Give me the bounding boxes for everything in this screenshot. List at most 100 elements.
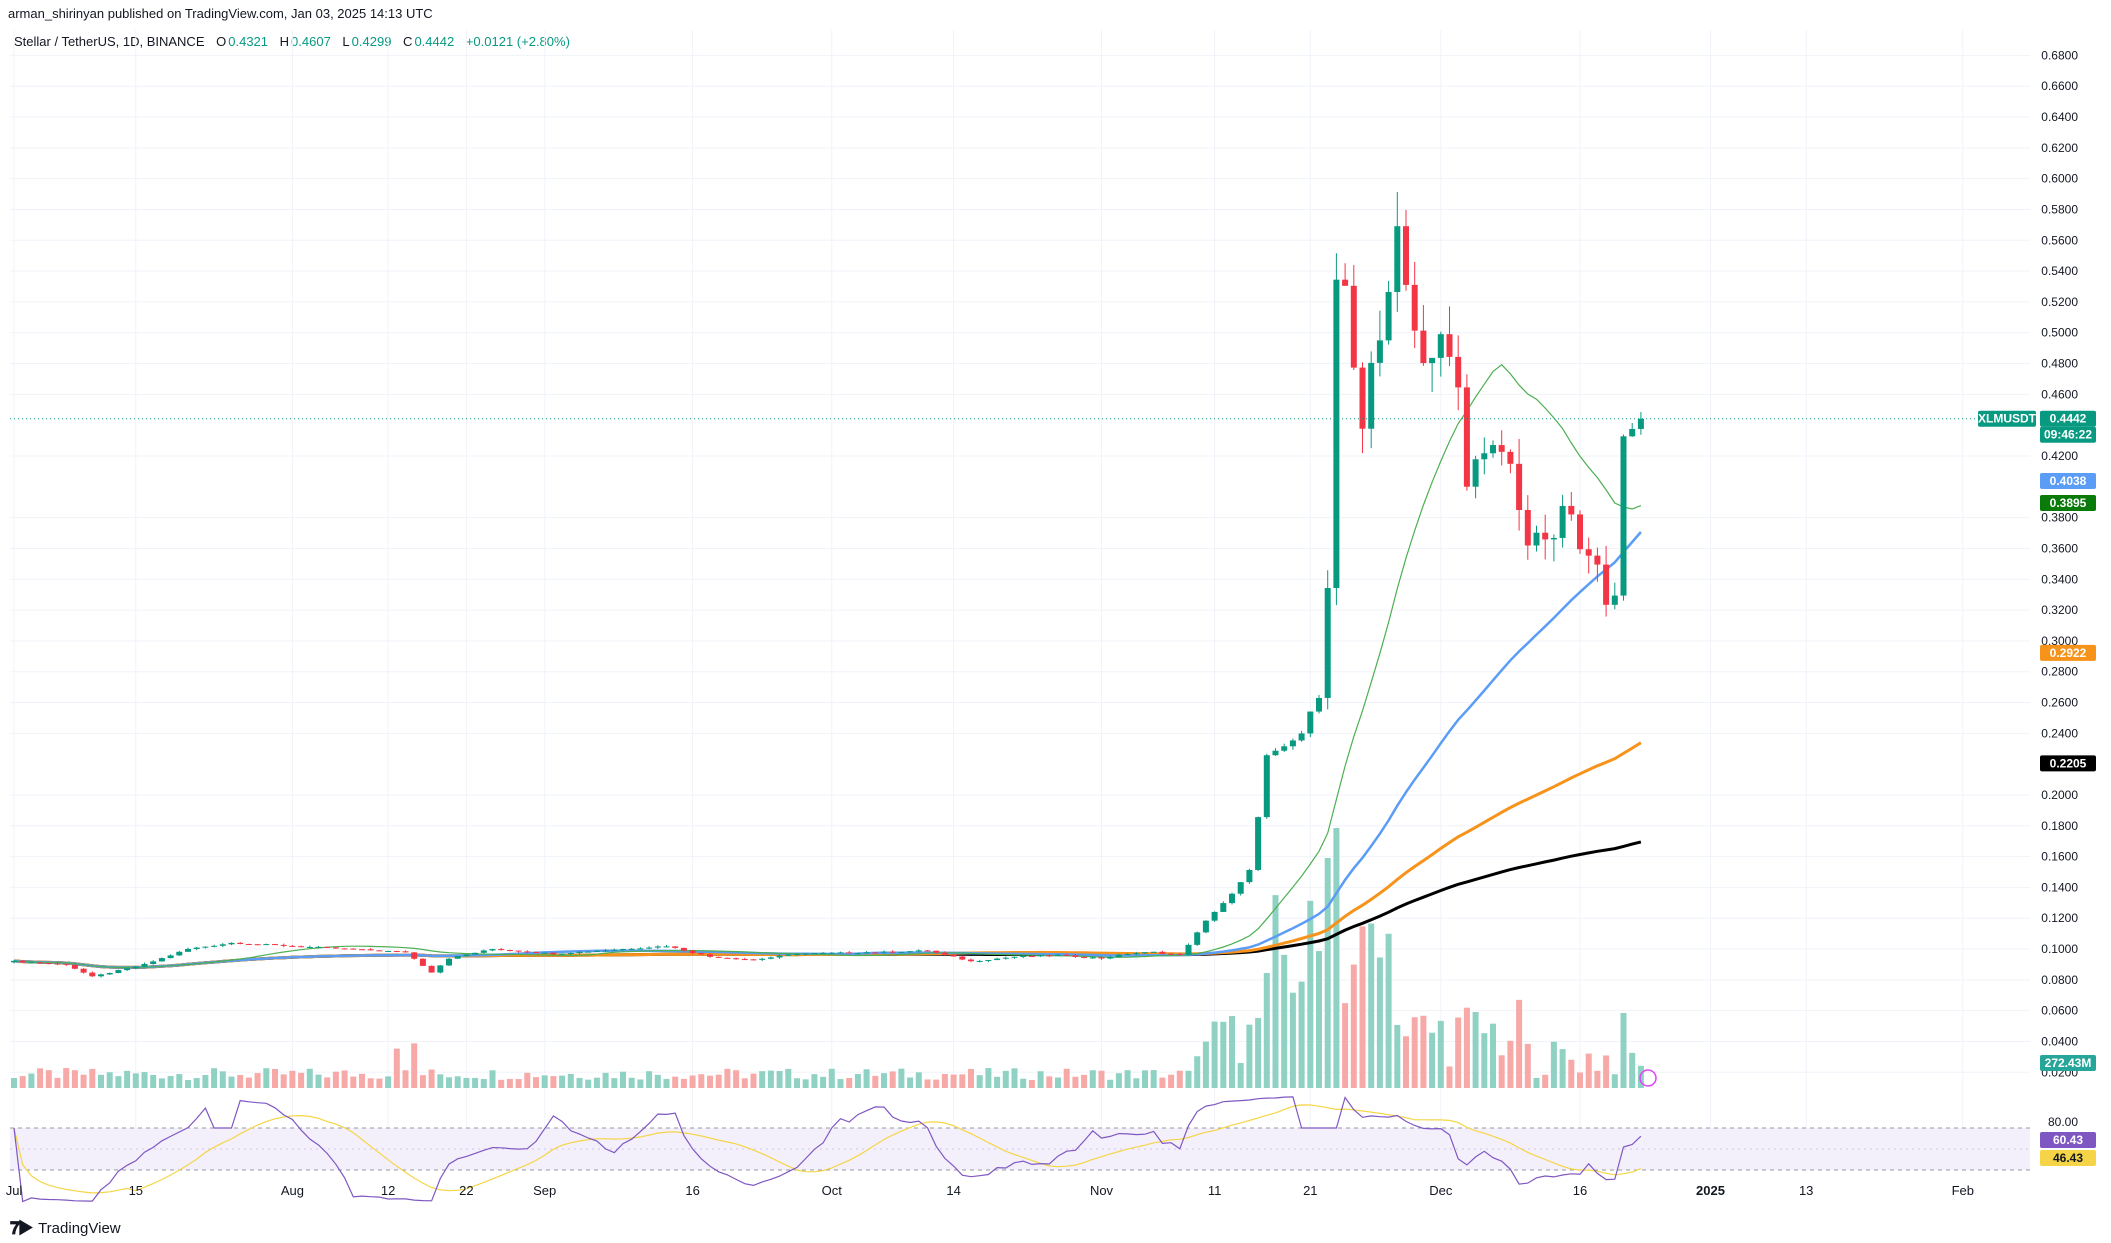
volume-bar [1411,1017,1418,1088]
volume-bar [593,1077,600,1088]
price-tick-label: 0.4600 [2041,387,2078,401]
volume-bar [1263,973,1270,1088]
volume-bar [1385,933,1392,1088]
candle-body [28,962,35,964]
volume-bar [1194,1056,1201,1088]
volume-bar [950,1074,957,1088]
volume-bar [889,1071,896,1088]
volume-bar [376,1078,383,1088]
volume-bar [1498,1055,1505,1088]
candle-body [1194,932,1201,945]
candle-body [1429,357,1436,364]
volume-bar [193,1078,200,1088]
ma-value-tag-text: 0.2922 [2050,646,2087,660]
price-tick-label: 0.5600 [2041,233,2078,247]
volume-bar [1594,1070,1601,1088]
volume-bar [907,1077,914,1088]
volume-bar [428,1069,435,1088]
volume-bar [385,1076,392,1088]
candle-body [1463,387,1470,487]
candle-body [724,957,731,959]
volume-bar [837,1079,844,1088]
price-axis[interactable]: 0.6800 0.6600 0.6400 0.6200 0.6000 0.5800 0.56… [2041,48,2078,1129]
volume-bar [637,1079,644,1088]
last-price-tag-text: 0.4442 [2050,412,2087,426]
volume-bar [1637,1065,1644,1088]
ma-value-tag-bg [2040,494,2096,511]
candle-body [350,948,357,950]
time-tick-label: Feb [1952,1183,1974,1198]
volume-bar [150,1074,157,1088]
tradingview-logo[interactable]: 𝟕▶ TradingView [10,1218,121,1239]
rsi-value-tag-text: 60.43 [2053,1133,2083,1147]
candle-body [446,958,452,966]
candle-body [585,951,592,953]
time-tick-label: 13 [1799,1183,1813,1198]
candle-body [907,951,914,953]
volume-bar [1020,1078,1027,1088]
candle-body [71,964,78,969]
price-tags: XLMUSDT 0.444209:46:220.40380.38950.29220… [1639,410,2096,1166]
volume-bar [306,1068,313,1088]
candle-body [733,958,740,960]
ma-100-line [13,741,1642,969]
volume-bar [411,1043,418,1088]
candle-body [1072,955,1079,957]
countdown-tag: 09:46:22 [2040,426,2096,443]
price-tick-label: 0.3000 [2041,634,2078,648]
volume-bar [219,1071,226,1088]
price-tick-label: 0.5200 [2041,295,2078,309]
candle-body [332,947,339,949]
time-tick-label: 22 [459,1183,473,1198]
volume-bar [689,1075,696,1088]
volume-bar [767,1070,774,1088]
candle-body [1403,226,1409,285]
volume-bar [1063,1068,1070,1088]
candle-body [837,952,844,954]
volume-bar [45,1070,52,1088]
volume-bar [985,1068,992,1088]
symbol-title[interactable]: Stellar / TetherUS, 1D, BINANCE [14,34,205,49]
candle-body [1220,903,1227,912]
volume-bar [524,1072,531,1088]
volume-bar [367,1078,374,1088]
candle-body [1411,284,1418,331]
close-value: 0.4442 [414,34,455,49]
volume-bar [959,1074,966,1088]
candle-body [1603,564,1610,605]
candle-body [524,951,531,953]
volume-tag-text: 272.43M [2045,1056,2092,1070]
candle-body [628,948,635,950]
rsi-ma-line [13,1104,1642,1194]
candle-body [402,951,409,953]
volume-bar [698,1074,705,1088]
candle-body [1359,367,1366,429]
price-chart[interactable]: 0.6800 0.6600 0.6400 0.6200 0.6000 0.5800 0.56… [0,0,2111,1215]
candle-body [863,952,870,954]
volume-bar [202,1074,209,1088]
candle-body [37,962,44,964]
candle-body [985,960,992,962]
volume-bar [541,1075,548,1088]
candle-body [1176,954,1183,956]
volume-bar [272,1068,278,1088]
candle-body [1394,226,1401,293]
volume-bar [1603,1055,1610,1088]
volume-bar [680,1078,687,1088]
candle-body [498,949,505,951]
rsi-pane [10,1096,2030,1203]
countdown-tag-text: 09:46:22 [2044,428,2092,442]
ma-value-tag-bg [2040,644,2096,661]
time-tick-label: 2025 [1696,1183,1725,1198]
volume-bar [1394,1024,1401,1088]
volume-bar [446,1077,452,1088]
volume-bar [794,1078,800,1088]
volume-bar [741,1078,748,1088]
rsi-value-tag: 60.43 [2040,1132,2096,1148]
candle-body [506,950,513,952]
candle-body [1081,956,1088,958]
price-tick-label: 0.2800 [2041,665,2078,679]
candle-body [1272,750,1279,756]
candle-body [950,954,957,957]
time-axis[interactable]: Jul 15 Aug 12 22 Sep 16 Oct 14 Nov 11 21 Dec 16 2025 13… [6,1183,1974,1198]
